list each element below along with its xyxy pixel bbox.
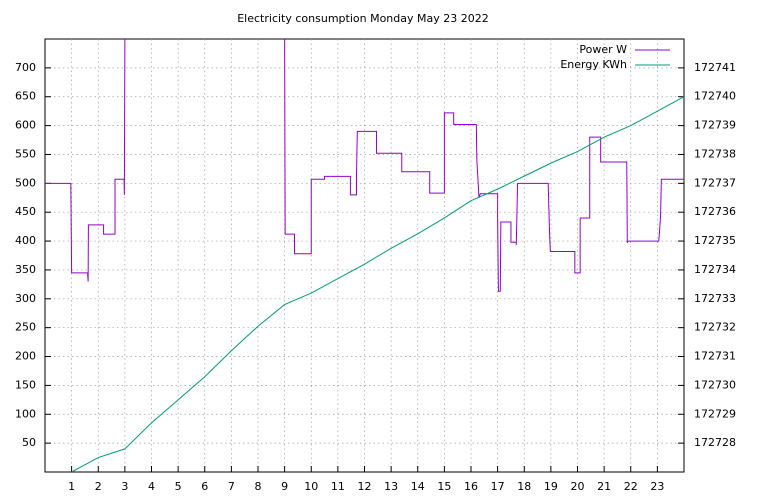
- legend-label: Power W: [579, 43, 627, 56]
- y2-tick-label: 172735: [694, 234, 736, 247]
- x-tick-label: 7: [228, 480, 235, 493]
- x-tick-label: 21: [597, 480, 611, 493]
- data-line: [284, 39, 684, 292]
- chart-title: Electricity consumption Monday May 23 20…: [237, 12, 489, 25]
- y2-tick-label: 172738: [694, 147, 736, 160]
- y2-tick-label: 172733: [694, 292, 736, 305]
- y2-tick-label: 172728: [694, 436, 736, 449]
- y2-tick-label: 172731: [694, 350, 736, 363]
- legend-label: Energy KWh: [560, 58, 627, 71]
- y2-tick-label: 172730: [694, 378, 736, 391]
- y-tick-label: 400: [15, 234, 36, 247]
- y-tick-label: 200: [15, 350, 36, 363]
- y-tick-label: 700: [15, 61, 36, 74]
- x-tick-label: 23: [650, 480, 664, 493]
- x-tick-label: 6: [201, 480, 208, 493]
- data-line: [71, 96, 684, 472]
- data-line: [45, 39, 126, 282]
- y-tick-label: 100: [15, 407, 36, 420]
- y2-tick-label: 172737: [694, 176, 736, 189]
- x-tick-label: 19: [544, 480, 558, 493]
- y2-tick-label: 172736: [694, 205, 736, 218]
- x-tick-label: 3: [121, 480, 128, 493]
- x-tick-label: 8: [255, 480, 262, 493]
- x-tick-label: 10: [304, 480, 318, 493]
- x-tick-label: 14: [411, 480, 425, 493]
- y2-tick-label: 172732: [694, 321, 736, 334]
- x-tick-label: 17: [491, 480, 505, 493]
- y-tick-label: 250: [15, 321, 36, 334]
- x-tick-label: 16: [464, 480, 478, 493]
- x-tick-label: 4: [148, 480, 155, 493]
- y-tick-label: 450: [15, 205, 36, 218]
- y-tick-label: 600: [15, 119, 36, 132]
- x-tick-label: 11: [331, 480, 345, 493]
- y-tick-label: 650: [15, 90, 36, 103]
- y2-tick-label: 172734: [694, 263, 736, 276]
- y2-tick-label: 172741: [694, 61, 736, 74]
- y-tick-label: 50: [22, 436, 36, 449]
- x-tick-label: 2: [95, 480, 102, 493]
- y-tick-label: 300: [15, 292, 36, 305]
- x-tick-label: 5: [175, 480, 182, 493]
- y2-tick-label: 172729: [694, 407, 736, 420]
- y-tick-label: 150: [15, 378, 36, 391]
- y-tick-label: 550: [15, 147, 36, 160]
- x-tick-label: 9: [281, 480, 288, 493]
- x-tick-label: 13: [384, 480, 398, 493]
- x-tick-label: 12: [358, 480, 372, 493]
- x-tick-label: 1: [68, 480, 75, 493]
- x-tick-label: 20: [571, 480, 585, 493]
- y-tick-label: 350: [15, 263, 36, 276]
- x-tick-label: 15: [437, 480, 451, 493]
- x-tick-label: 22: [624, 480, 638, 493]
- y-tick-label: 500: [15, 176, 36, 189]
- x-tick-label: 18: [517, 480, 531, 493]
- y2-tick-label: 172739: [694, 119, 736, 132]
- y2-tick-label: 172740: [694, 90, 736, 103]
